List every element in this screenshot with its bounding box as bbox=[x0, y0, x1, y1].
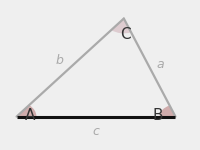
Wedge shape bbox=[160, 106, 175, 117]
Wedge shape bbox=[17, 105, 36, 117]
Text: b: b bbox=[56, 54, 63, 68]
Text: a: a bbox=[157, 58, 165, 71]
Text: c: c bbox=[93, 125, 99, 138]
Text: B: B bbox=[152, 108, 163, 123]
Text: C: C bbox=[121, 27, 131, 42]
Wedge shape bbox=[111, 19, 131, 33]
Text: A: A bbox=[25, 108, 36, 123]
